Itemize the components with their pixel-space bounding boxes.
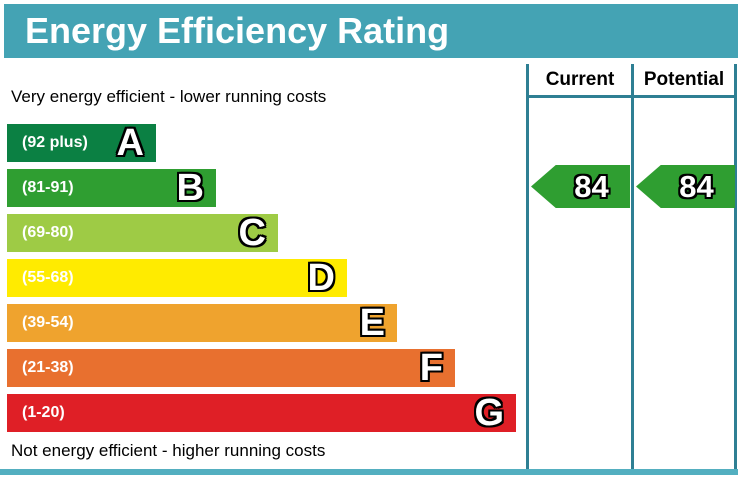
band-c-range-label: (69-80) — [22, 224, 74, 241]
band-f-range-label: (21-38) — [22, 359, 74, 376]
bottom-note: Not energy efficient - higher running co… — [11, 441, 326, 460]
band-d-range-label: (55-68) — [22, 269, 74, 286]
top-note: Very energy efficient - lower running co… — [11, 87, 327, 106]
potential-rating-arrow: 84 — [636, 165, 735, 208]
band-row-g: (1-20) G — [7, 394, 516, 432]
band-d-letter: D — [307, 257, 335, 299]
current-rating-value: 84 — [574, 168, 609, 204]
header-underline — [526, 95, 737, 98]
band-row-c: (69-80) C — [7, 214, 278, 252]
current-column-left-divider — [526, 64, 529, 475]
potential-column-header: Potential — [643, 69, 725, 90]
potential-rating-value: 84 — [679, 168, 714, 204]
current-rating-arrow: 84 — [531, 165, 630, 208]
band-e-range-label: (39-54) — [22, 314, 74, 331]
band-row-d: (55-68) D — [7, 259, 347, 297]
band-a-range-label: (92 plus) — [22, 134, 88, 151]
band-row-b: (81-91) B — [7, 169, 216, 207]
band-row-a: (92 plus) A — [7, 124, 156, 162]
right-border-line — [734, 64, 737, 475]
band-a-letter: A — [116, 122, 144, 164]
bottom-border — [0, 469, 738, 475]
band-g-range-label: (1-20) — [22, 404, 65, 421]
band-row-e: (39-54) E — [7, 304, 397, 342]
band-f-letter: F — [419, 347, 443, 389]
title-bar: Energy Efficiency Rating — [4, 4, 738, 58]
band-g-letter: G — [474, 392, 504, 434]
band-b-letter: B — [176, 167, 204, 209]
page-title: Energy Efficiency Rating — [25, 10, 450, 51]
band-c-letter: C — [238, 212, 266, 254]
current-column-header: Current — [545, 69, 615, 90]
band-row-f: (21-38) F — [7, 349, 455, 387]
band-b-range-label: (81-91) — [22, 179, 74, 196]
band-e-letter: E — [359, 302, 385, 344]
potential-column-left-divider — [631, 64, 634, 475]
